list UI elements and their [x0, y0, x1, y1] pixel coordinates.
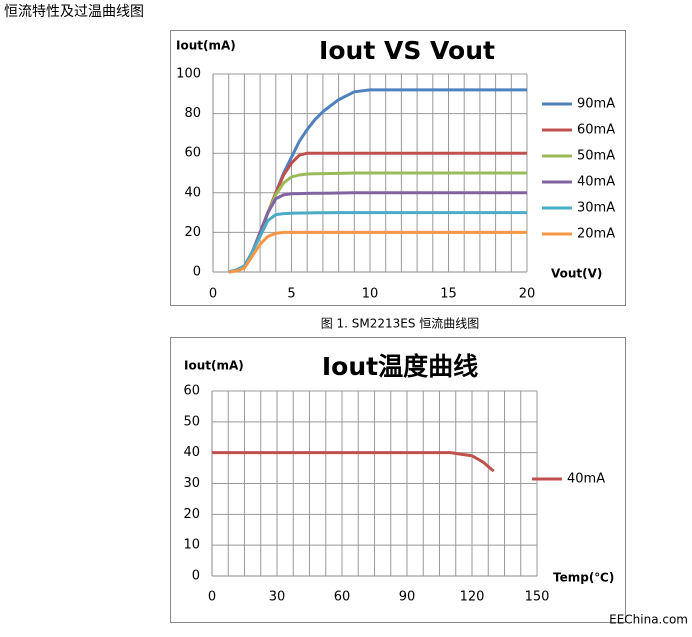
- chart-frame: [170, 30, 626, 306]
- legend-label: 40mA: [577, 175, 615, 190]
- series-line: [228, 171, 527, 274]
- y-tick-label: 100: [176, 67, 201, 82]
- legend-label: 90mA: [577, 97, 615, 112]
- y-tick-label: 80: [184, 106, 201, 121]
- watermark: EEChina.com: [609, 613, 688, 627]
- y-tick-label: 30: [183, 476, 200, 491]
- y-tick-label: 0: [192, 569, 200, 584]
- legend-label: 20mA: [577, 227, 615, 242]
- x-axis-label: Vout(V): [551, 267, 602, 281]
- x-tick-label: 15: [440, 287, 457, 302]
- y-tick-label: 60: [184, 146, 201, 161]
- chart-title: Iout温度曲线: [322, 352, 478, 381]
- y-tick-label: 10: [183, 538, 200, 553]
- legend-label: 30mA: [577, 201, 615, 216]
- y-tick-label: 40: [184, 185, 201, 200]
- series-line: [228, 88, 527, 274]
- x-tick-label: 150: [525, 590, 550, 605]
- y-tick-label: 0: [193, 265, 201, 280]
- y-tick-label: 40: [183, 445, 200, 460]
- caption: 图 1. SM2213ES 恒流曲线图: [321, 317, 480, 331]
- x-tick-label: 30: [269, 590, 286, 605]
- y-tick-label: 20: [183, 507, 200, 522]
- chart-frame: [170, 337, 626, 623]
- x-tick-label: 90: [399, 590, 416, 605]
- chart-title: Iout VS Vout: [319, 36, 495, 65]
- x-tick-label: 10: [362, 287, 379, 302]
- y-tick-label: 20: [184, 225, 201, 240]
- x-tick-label: 60: [334, 590, 351, 605]
- series-line: [228, 230, 527, 274]
- x-axis-label: Temp(℃): [553, 571, 614, 585]
- x-tick-label: 0: [209, 287, 217, 302]
- legend-label: 60mA: [577, 123, 615, 138]
- x-tick-label: 0: [208, 590, 216, 605]
- heading: 恒流特性及过温曲线图: [4, 4, 144, 20]
- x-tick-label: 120: [460, 590, 485, 605]
- legend-label: 50mA: [577, 149, 615, 164]
- series-line: [212, 451, 495, 473]
- x-tick-label: 20: [519, 287, 536, 302]
- legend-label: 40mA: [567, 472, 605, 487]
- series-line: [228, 211, 527, 274]
- y-tick-label: 60: [183, 384, 200, 399]
- y-axis-label: Iout(mA): [176, 39, 236, 53]
- x-tick-label: 5: [287, 287, 295, 302]
- y-tick-label: 50: [183, 414, 200, 429]
- y-axis-label: Iout(mA): [184, 359, 244, 373]
